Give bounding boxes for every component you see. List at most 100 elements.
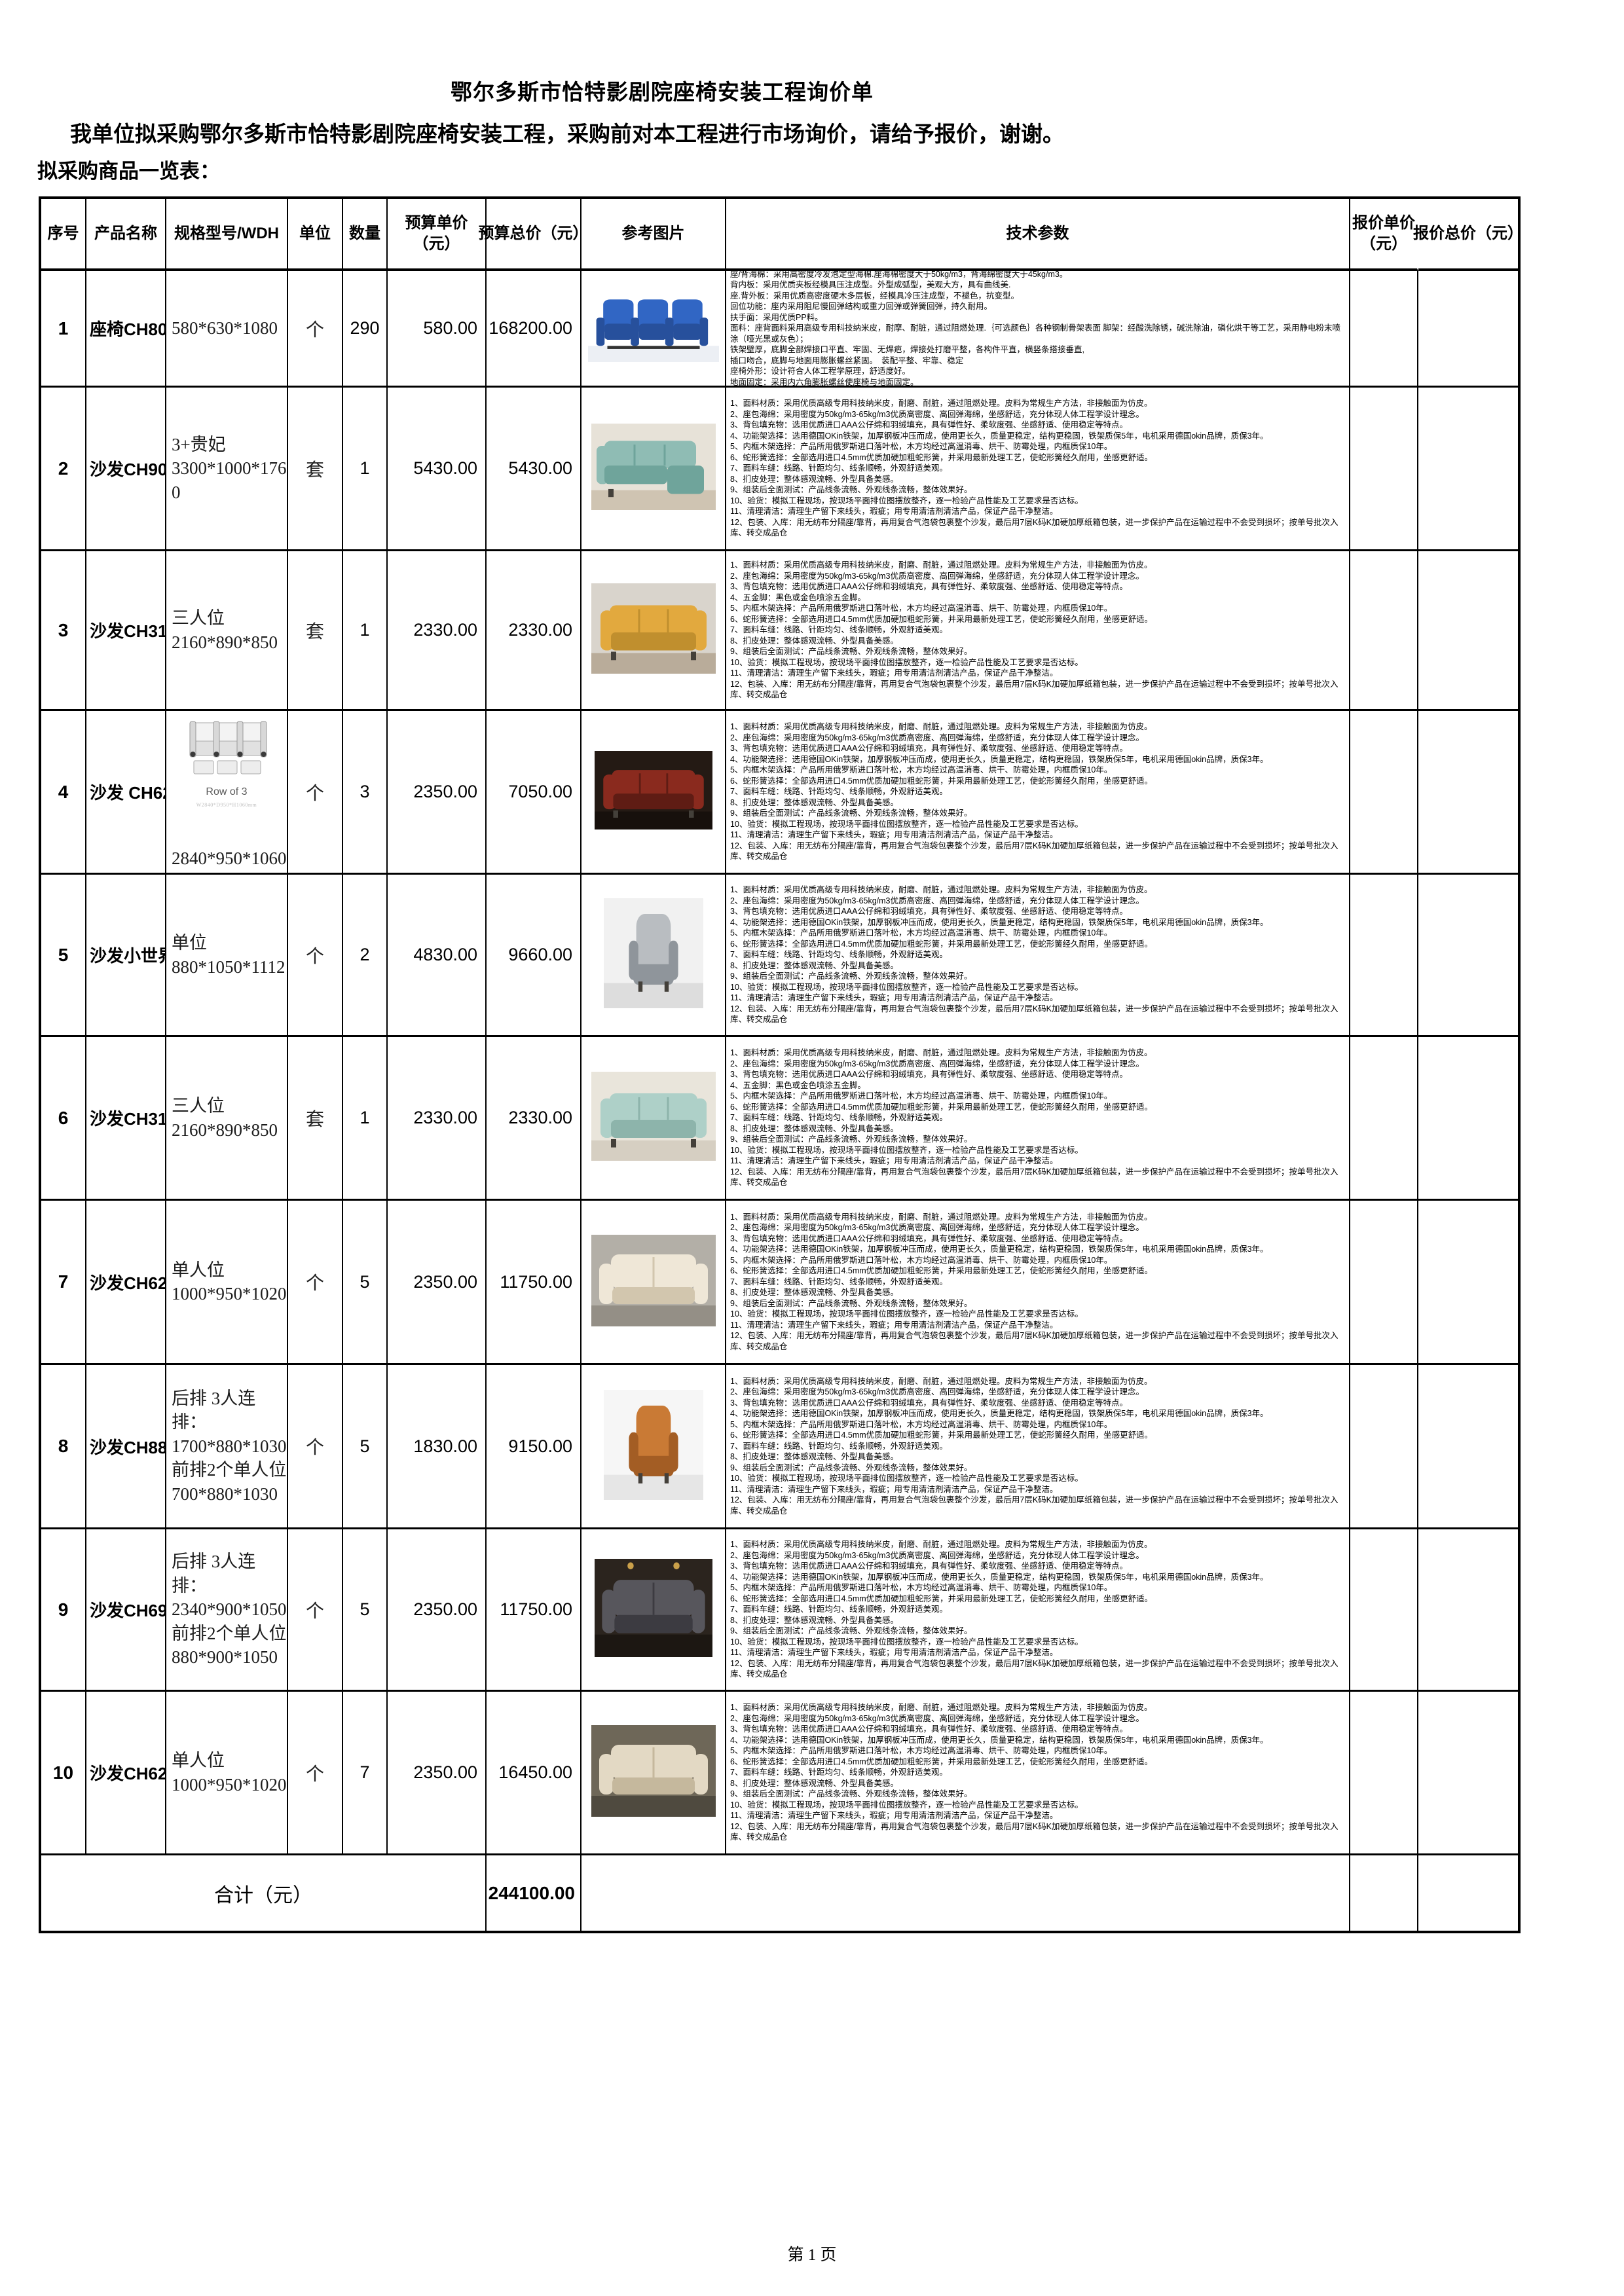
quote-total-price-cell — [1418, 1201, 1518, 1365]
tech-param-line: 7、面料车缝：线路、针距均匀、线条顺畅，外观舒适美观。 — [730, 787, 948, 797]
quote-unit-price-cell — [1350, 551, 1418, 711]
quantity: 5 — [343, 1529, 388, 1692]
tech-params: 1、面料材质：采用优质高级专用科技纳米皮，耐磨、耐脏，通过阻燃处理。皮料为常规生… — [726, 388, 1350, 551]
tech-param-line: 4、功能架选择：选用德国OKin铁架，加厚钢板冲压而成，使用更长久，质量更稳定，… — [730, 1735, 1268, 1745]
row-seq: 4 — [41, 711, 86, 875]
product-spec: 3+贵妃 3300*1000*1760 — [166, 388, 288, 551]
tech-param-line: 4、功能架选择：选用德国OKin铁架，加厚钢板冲压而成，使用更长久，质量更稳定，… — [730, 1409, 1268, 1419]
tech-param-line: 3、背包填充物：选用优质进口AAA公仔绵和羽绒填充，具有弹性好、柔软度强、坐感舒… — [730, 1070, 1128, 1080]
tech-param-line: 5、内框木架选择：产品所用俄罗斯进口落叶松，木方均经过高温消毒、烘干、防霉处理，… — [730, 1091, 1113, 1101]
tech-param-line: 8、扪皮处理：整体感观流畅、外型具备美感。 — [730, 960, 898, 970]
tech-param-line: 背内板：采用优质夹板经模具压注成型。外型成弧型，美观大方，具有曲线美. — [730, 280, 1011, 290]
budget-unit-price: 2330.00 — [388, 551, 487, 711]
tech-param-line: 2、座包海绵：采用密度为50kg/m3-65kg/m3优质高密度、高回弹海绵，坐… — [730, 1059, 1145, 1068]
tech-param-line: 2、座包海绵：采用密度为50kg/m3-65kg/m3优质高密度、高回弹海绵，坐… — [730, 733, 1145, 742]
total-label: 合计（元） — [41, 1855, 487, 1931]
budget-total-price: 16450.00 — [487, 1692, 581, 1855]
tech-param-line: 6、蛇形簧选择：全部选用进口4.5mm优质加硬加粗蛇形簧，并采用最新处理工艺，使… — [730, 614, 1153, 624]
tech-params: 1、面料材质：采用优质高级专用科技纳米皮，耐磨、耐脏，通过阻燃处理。皮料为常规生… — [726, 875, 1350, 1037]
tech-param-line: 6、蛇形簧选择：全部选用进口4.5mm优质加硬加粗蛇形簧，并采用最新处理工艺，使… — [730, 1266, 1153, 1276]
column-header-2: 产品名称 — [86, 199, 166, 271]
row-seq: 10 — [41, 1692, 86, 1855]
quote-unit-price-cell — [1350, 1037, 1418, 1201]
total-empty-quote-unit — [1350, 1855, 1418, 1931]
budget-total-price: 9660.00 — [487, 875, 581, 1037]
quote-total-price-cell — [1418, 875, 1518, 1037]
tech-param-line: 回位功能：座内采用阻尼慢回弹结构或重力回弹或弹簧回弹，持久耐用。 — [730, 302, 993, 312]
tech-param-line: 9、组装后全面测试：产品线条流畅、外观线条流畅，整体效果好。 — [730, 647, 972, 657]
tech-param-line: 1、面料材质：采用优质高级专用科技纳米皮，耐磨、耐脏，通过阻燃处理。皮料为常规生… — [730, 1703, 1153, 1713]
tech-param-line: 4、功能架选择：选用德国OKin铁架，加厚钢板冲压而成，使用更长久，质量更稳定，… — [730, 917, 1268, 927]
tech-param-line: 4、功能架选择：选用德国OKin铁架，加厚钢板冲压而成，使用更长久，质量更稳定，… — [730, 1245, 1268, 1254]
tech-param-line: 9、组装后全面测试：产品线条流畅、外观线条流畅，整体效果好。 — [730, 809, 972, 818]
product-name: 沙发小世界 — [86, 875, 166, 1037]
product-photo-image — [591, 1234, 716, 1330]
intro-paragraph: 我单位拟采购鄂尔多斯市恰特影剧院座椅安装工程，采购前对本工程进行市场询价，请给予… — [70, 123, 1064, 147]
quote-total-price-cell — [1418, 1692, 1518, 1855]
budget-unit-price: 1830.00 — [388, 1365, 487, 1529]
tech-param-line: 10、验货：模拟工程现场，按现场平面排位图摆放整齐，逐一检验产品性能及工艺要求是… — [730, 1309, 1083, 1319]
product-photo-image — [587, 291, 719, 365]
tech-param-line: 8、扪皮处理：整体感观流畅、外型具备美感。 — [730, 1288, 898, 1298]
row-seq: 3 — [41, 551, 86, 711]
column-header-3: 规格型号/WDH — [166, 199, 288, 271]
tech-param-line: 6、蛇形簧选择：全部选用进口4.5mm优质加硬加粗蛇形簧，并采用最新处理工艺，使… — [730, 939, 1153, 949]
tech-param-line: 10、验货：模拟工程现场，按现场平面排位图摆放整齐，逐一检验产品性能及工艺要求是… — [730, 1637, 1083, 1647]
tech-param-line: 7、面料车缝：线路、针距均匀、线条顺畅，外观舒适美观。 — [730, 1605, 948, 1614]
product-photo — [581, 271, 726, 388]
product-spec: 三人位 2160*890*850 — [166, 551, 288, 711]
product-photo — [581, 711, 726, 875]
tech-param-line: 4、功能架选择：选用德国OKin铁架，加厚钢板冲压而成，使用更长久，质量更稳定，… — [730, 754, 1268, 764]
tech-param-line: 11、清理清洁：清理生产留下来线头，瑕疵；用专用清洁剂清洁产品，保证产品干净整洁… — [730, 1484, 1058, 1494]
tech-param-line: 5、内框木架选择：产品所用俄罗斯进口落叶松，木方均经过高温消毒、烘干、防霉处理，… — [730, 1419, 1113, 1429]
quote-total-price-cell — [1418, 1365, 1518, 1529]
row-seq: 5 — [41, 875, 86, 1037]
tech-param-line: 10、验货：模拟工程现场，按现场平面排位图摆放整齐，逐一检验产品性能及工艺要求是… — [730, 819, 1083, 829]
tech-param-line: 10、验货：模拟工程现场，按现场平面排位图摆放整齐，逐一检验产品性能及工艺要求是… — [730, 657, 1083, 667]
tech-param-line: 1、面料材质：采用优质高级专用科技纳米皮，耐磨、耐脏，通过阻燃处理。皮料为常规生… — [730, 560, 1153, 570]
tech-param-line: 4、功能架选择：选用德国OKin铁架，加厚钢板冲压而成，使用更长久，质量更稳定，… — [730, 431, 1268, 441]
tech-param-line: 3、背包填充物：选用优质进口AAA公仔绵和羽绒填充，具有弹性好、柔软度强、坐感舒… — [730, 1724, 1128, 1734]
budget-unit-price: 2350.00 — [388, 1201, 487, 1365]
tech-param-line: 4、五金脚：黑色或金色喷涂五金脚。 — [730, 592, 866, 602]
tech-params: 1、面料材质：采用优质高级专用科技纳米皮，耐磨、耐脏，通过阻燃处理。皮料为常规生… — [726, 711, 1350, 875]
quote-unit-price-cell — [1350, 271, 1418, 388]
budget-unit-price: 580.00 — [388, 271, 487, 388]
page-number: 第 1 页 — [787, 2246, 837, 2264]
budget-unit-price: 2350.00 — [388, 1529, 487, 1692]
tech-param-line: 3、背包填充物：选用优质进口AAA公仔绵和羽绒填充，具有弹性好、柔软度强、坐感舒… — [730, 582, 1128, 592]
product-name: 沙发CH901 — [86, 388, 166, 551]
product-photo — [581, 1201, 726, 1365]
tech-param-line: 3、背包填充物：选用优质进口AAA公仔绵和羽绒填充，具有弹性好、柔软度强、坐感舒… — [730, 1561, 1128, 1571]
column-header-9: 技术参数 — [726, 199, 1350, 271]
total-value: 244100.00 — [487, 1855, 581, 1931]
tech-param-line: 9、组装后全面测试：产品线条流畅、外观线条流畅，整体效果好。 — [730, 1626, 972, 1636]
unit: 个 — [288, 1692, 343, 1855]
tech-param-line: 10、验货：模拟工程现场，按现场平面排位图摆放整齐，逐一检验产品性能及工艺要求是… — [730, 982, 1083, 992]
budget-unit-price: 2350.00 — [388, 1692, 487, 1855]
column-header-5: 数量 — [343, 199, 388, 271]
tech-param-line: 座椅外形：设计符合人体工程学原理，舒适度好。 — [730, 367, 911, 376]
unit: 套 — [288, 388, 343, 551]
quote-unit-price-cell — [1350, 1365, 1418, 1529]
tech-param-line: 12、包装、入库：用无纺布分隔座/靠背，再用复合气泡袋包裹整个沙发，最后用7层K… — [730, 1331, 1338, 1351]
tech-params: 1、面料材质：采用优质高级专用科技纳米皮，耐磨、耐脏，通过阻燃处理。皮料为常规生… — [726, 1201, 1350, 1365]
tech-param-line: 11、清理清洁：清理生产留下来线头，瑕疵；用专用清洁剂清洁产品，保证产品干净整洁… — [730, 1648, 1058, 1658]
row-seq: 8 — [41, 1365, 86, 1529]
column-header-4: 单位 — [288, 199, 343, 271]
quote-unit-price-cell — [1350, 1529, 1418, 1692]
tech-param-line: 8、扪皮处理：整体感观流畅、外型具备美感。 — [730, 636, 898, 646]
product-spec: 后排 3人连排： 2340*900*1050 前排2个单人位 880*900*1… — [166, 1529, 288, 1692]
tech-param-line: 5、内框木架选择：产品所用俄罗斯进口落叶松，木方均经过高温消毒、烘干、防霉处理，… — [730, 765, 1113, 775]
unit: 个 — [288, 271, 343, 388]
unit: 个 — [288, 875, 343, 1037]
tech-params: 1、面料材质：采用优质高级专用科技纳米皮，耐磨、耐脏，通过阻燃处理。皮料为常规生… — [726, 551, 1350, 711]
tech-param-line: 11、清理清洁：清理生产留下来线头，瑕疵；用专用清洁剂清洁产品，保证产品干净整洁… — [730, 507, 1058, 517]
product-photo-image — [603, 1389, 703, 1503]
tech-param-line: 10、验货：模拟工程现场，按现场平面排位图摆放整齐，逐一检验产品性能及工艺要求是… — [730, 496, 1083, 505]
product-spec: 后排 3人连排： 1700*880*1030 前排2个单人位 700*880*1… — [166, 1365, 288, 1529]
tech-param-line: 8、扪皮处理：整体感观流畅、外型具备美感。 — [730, 1778, 898, 1788]
tech-params: 1、面料材质：采用优质高级专用科技纳米皮，耐磨、耐脏，通过阻燃处理。皮料为常规生… — [726, 1529, 1350, 1692]
budget-unit-price: 5430.00 — [388, 388, 487, 551]
column-header-11: 报价总价（元） — [1413, 199, 1523, 271]
